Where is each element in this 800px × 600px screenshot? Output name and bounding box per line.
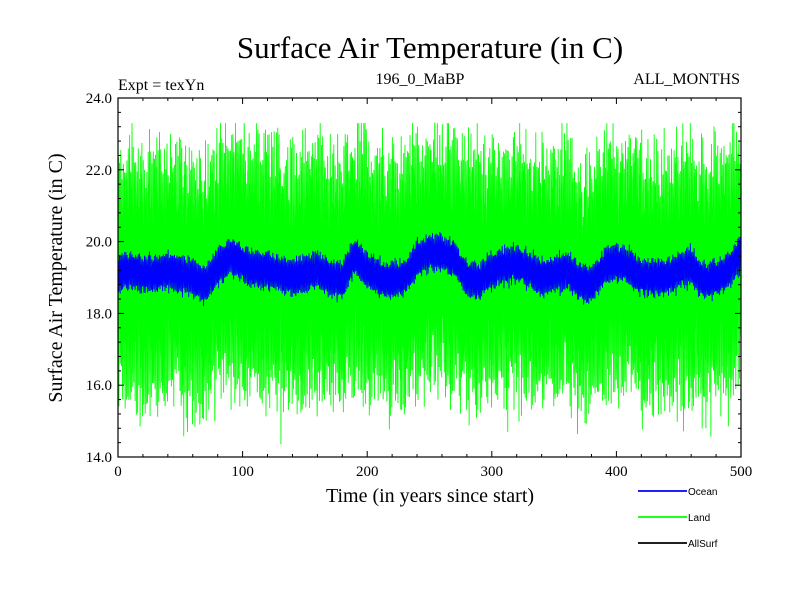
y-tick-label: 24.0 bbox=[86, 91, 112, 107]
legend-label-land: Land bbox=[688, 513, 710, 524]
x-tick-label: 0 bbox=[114, 464, 122, 480]
series-line-ocean bbox=[117, 231, 742, 307]
y-tick-label: 14.0 bbox=[86, 450, 112, 466]
x-tick-label: 500 bbox=[730, 464, 753, 480]
legend-label-allsurf: AllSurf bbox=[688, 539, 718, 550]
y-tick-label: 20.0 bbox=[86, 235, 112, 251]
y-tick-label: 18.0 bbox=[86, 306, 112, 322]
plot-area bbox=[117, 122, 742, 445]
series-line-land bbox=[117, 122, 742, 445]
x-tick-label: 100 bbox=[231, 464, 254, 480]
chart-subtitle-center: 196_0_MaBP bbox=[376, 71, 465, 88]
chart-subtitle-left: Expt = texYn bbox=[118, 77, 204, 94]
chart-title: Surface Air Temperature (in C) bbox=[237, 30, 623, 65]
legend-label-ocean: Ocean bbox=[688, 487, 717, 498]
y-axis-label: Surface Air Temperature (in C) bbox=[45, 153, 67, 402]
legend: Ocean Land AllSurf bbox=[638, 487, 718, 550]
x-tick-label: 300 bbox=[481, 464, 504, 480]
y-tick-label: 16.0 bbox=[86, 378, 112, 394]
y-tick-label: 22.0 bbox=[86, 163, 112, 179]
plot-frame bbox=[117, 97, 742, 458]
x-axis-label: Time (in years since start) bbox=[326, 485, 534, 507]
chart-subtitle-right: ALL_MONTHS bbox=[633, 71, 740, 88]
x-tick-label: 400 bbox=[605, 464, 628, 480]
x-tick-label: 200 bbox=[356, 464, 379, 480]
axis-ticks: 0 100 200 300 400 500 14.0 16.0 18.0 20.0 22.0 24.0 bbox=[86, 91, 753, 480]
